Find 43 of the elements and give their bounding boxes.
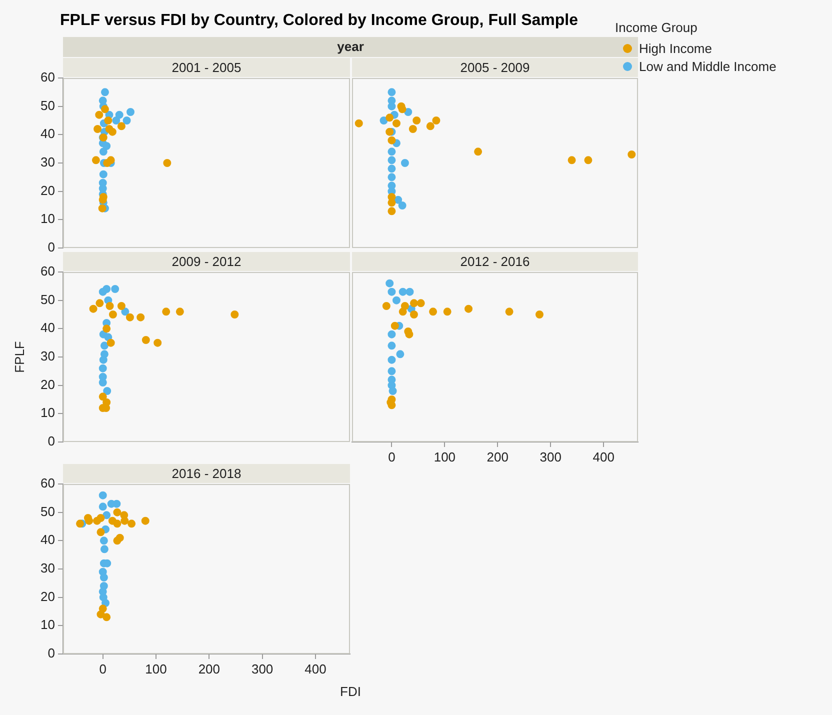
y-tick-label: 50 <box>40 98 55 113</box>
y-tick-label: 0 <box>48 646 55 661</box>
y-tick-label: 50 <box>40 292 55 307</box>
y-tick-label: 20 <box>40 182 55 198</box>
y-tick-label: 50 <box>40 504 55 519</box>
y-tick-label: 30 <box>40 154 55 170</box>
legend-label: Low and Middle Income <box>639 58 776 74</box>
y-tick-label: 40 <box>40 126 55 142</box>
chart-title: FPLF versus FDI by Country, Colored by Income Group, Full Sample <box>60 12 578 30</box>
legend-label: High Income <box>639 40 712 56</box>
y-tick-label: 30 <box>40 560 55 576</box>
y-tick-label: 60 <box>40 70 55 85</box>
y-tick-label: 30 <box>40 348 55 364</box>
x-tick-label: 200 <box>198 661 220 676</box>
chart-subtitle: 2016 - 2018 <box>172 466 242 481</box>
x-axis-title: FDI <box>339 684 362 699</box>
legend-title: Income Group <box>615 20 698 35</box>
y-tick-label: 40 <box>40 532 55 548</box>
y-tick-label: 0 <box>48 434 55 449</box>
y-axis-title: FPLF <box>12 340 28 375</box>
x-tick-label: 100 <box>145 661 167 676</box>
x-tick-label: 300 <box>540 449 562 464</box>
chart-subtitle: 2009 - 2012 <box>172 254 242 269</box>
x-tick-label: 100 <box>434 449 456 464</box>
chart-subtitle: 2001 - 2005 <box>172 60 242 75</box>
x-tick-label: 300 <box>251 661 274 676</box>
y-tick-label: 10 <box>40 211 55 226</box>
y-tick-label: 10 <box>40 405 55 420</box>
y-tick-label: 40 <box>40 320 55 336</box>
y-tick-label: 20 <box>40 376 55 392</box>
y-tick-label: 60 <box>40 476 55 491</box>
y-tick-label: 20 <box>40 588 55 604</box>
y-tick-label: 0 <box>48 240 55 255</box>
chart-subtitle: 2012 - 2016 <box>460 254 530 269</box>
y-tick-label: 60 <box>40 264 55 279</box>
x-tick-label: 0 <box>99 661 106 676</box>
chart-subtitle: 2005 - 2009 <box>460 60 530 75</box>
text: year <box>63 37 638 57</box>
y-tick-label: 10 <box>40 617 55 632</box>
x-tick-label: 400 <box>592 449 614 464</box>
x-tick-label: 200 <box>486 449 508 464</box>
x-tick-label: 400 <box>304 661 326 676</box>
x-tick-label: 0 <box>388 449 396 464</box>
